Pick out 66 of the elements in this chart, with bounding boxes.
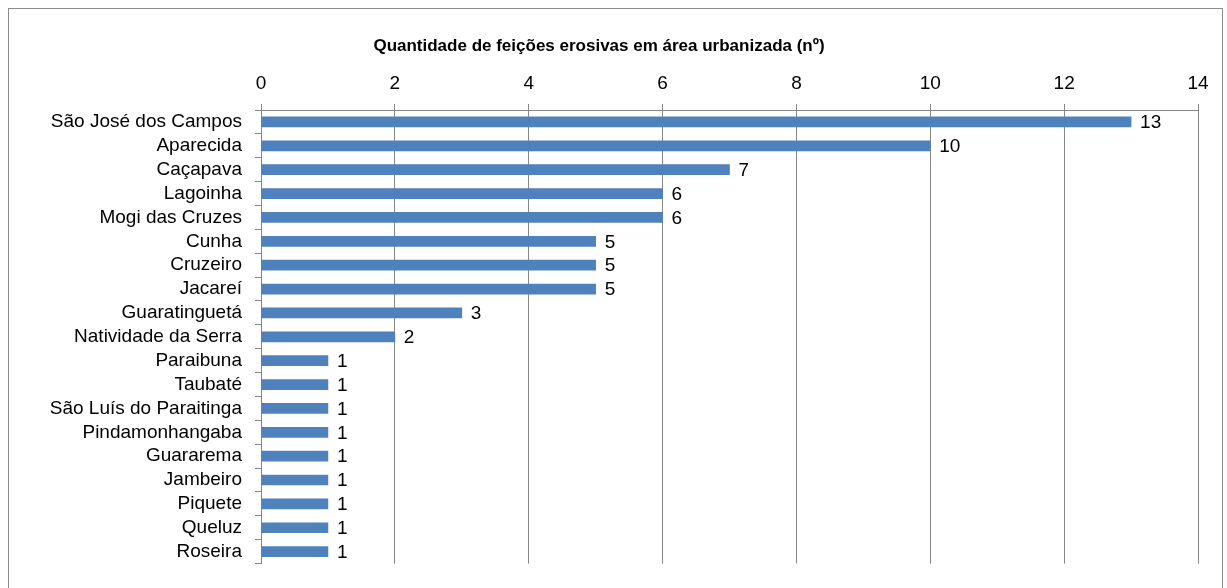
- y-tick-label: Caçapava: [156, 157, 243, 179]
- bar: [261, 140, 931, 152]
- y-tick-label: Lagoinha: [163, 181, 243, 203]
- data-label: 5: [604, 278, 616, 300]
- bar: [261, 426, 329, 438]
- y-tick-label: Paraibuna: [155, 348, 243, 370]
- data-label: 1: [336, 349, 348, 371]
- data-label: 3: [470, 302, 482, 324]
- bar: [261, 212, 663, 223]
- data-label: 7: [738, 158, 750, 180]
- x-tick-label: 12: [1053, 71, 1075, 93]
- bar: [261, 379, 329, 390]
- data-label: 5: [604, 254, 616, 276]
- bar: [261, 450, 329, 462]
- y-tick-label: Guararema: [145, 444, 243, 466]
- bar: [261, 164, 730, 176]
- y-tick-label: Queluz: [181, 516, 242, 538]
- y-tick-label: Aparecida: [156, 134, 243, 156]
- y-tick-label: Cruzeiro: [170, 253, 242, 275]
- data-label: 2: [403, 326, 415, 348]
- data-label: 10: [939, 135, 961, 157]
- data-label: 1: [336, 445, 348, 467]
- data-label: 1: [336, 469, 348, 491]
- bar: [261, 498, 329, 510]
- bar: [261, 259, 596, 271]
- y-tick-label: Jacareí: [179, 277, 243, 299]
- x-tick-label: 0: [255, 71, 267, 93]
- x-tick-label: 2: [389, 71, 401, 93]
- bar: [261, 188, 663, 199]
- data-label: 6: [671, 206, 683, 228]
- x-tick-label: 14: [1187, 71, 1209, 93]
- x-tick-label: 6: [657, 71, 668, 93]
- bar: [261, 331, 396, 343]
- data-label: 1: [336, 421, 348, 443]
- x-tick-label: 4: [523, 71, 535, 93]
- data-label: 1: [336, 517, 348, 539]
- data-label: 1: [336, 373, 348, 395]
- bar: [261, 474, 329, 486]
- y-tick-label: Piquete: [177, 492, 242, 514]
- y-tick-label: Natividade da Serra: [74, 325, 243, 347]
- data-label: 1: [336, 397, 348, 419]
- y-tick-label: Jambeiro: [163, 468, 242, 490]
- bar: [261, 116, 1132, 128]
- x-tick-label: 10: [919, 71, 941, 93]
- data-label: 13: [1140, 111, 1162, 133]
- bar: [261, 522, 329, 534]
- data-label: 1: [336, 540, 348, 562]
- y-tick-label: Pindamonhangaba: [82, 420, 243, 442]
- bar: [261, 283, 596, 295]
- y-tick-label: São Luís do Paraitinga: [49, 396, 243, 418]
- x-tick-label: 8: [791, 71, 802, 93]
- bar: [261, 355, 329, 366]
- bar: [261, 403, 329, 414]
- data-label: 6: [671, 182, 683, 204]
- y-tick-label: Roseira: [176, 539, 243, 561]
- y-tick-label: Mogi das Cruzes: [99, 205, 242, 227]
- data-label: 5: [604, 230, 616, 252]
- bar: [261, 307, 463, 319]
- y-tick-label: Guaratinguetá: [121, 301, 243, 323]
- bar: [261, 235, 596, 247]
- y-tick-label: Cunha: [186, 229, 243, 251]
- y-tick-label: São José dos Campos: [50, 110, 242, 132]
- data-label: 1: [336, 493, 348, 515]
- bar: [261, 546, 329, 557]
- y-tick-label: Taubaté: [174, 372, 242, 394]
- chart-title: Quantidade de feições erosivas em área urbanizada (nº): [373, 35, 825, 55]
